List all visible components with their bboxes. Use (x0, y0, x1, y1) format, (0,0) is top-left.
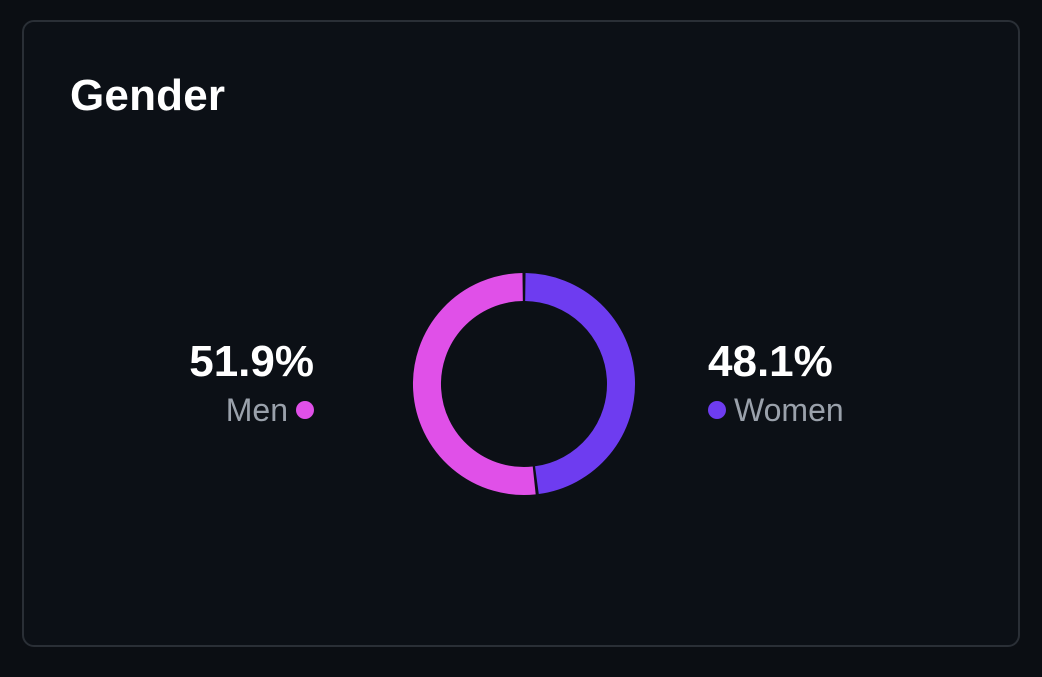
legend-women: 48.1% Women (708, 340, 844, 426)
men-percentage: 51.9% (189, 337, 314, 386)
men-label: Men (225, 392, 288, 428)
women-label: Women (734, 392, 844, 428)
women-percentage: 48.1% (708, 337, 833, 386)
men-label-row: Men (226, 394, 314, 426)
gender-card: Gender 51.9% Men 48.1% Women (22, 20, 1020, 647)
legend-men: 51.9% Men (189, 340, 314, 426)
women-color-dot (708, 401, 726, 419)
donut-slice-women (524, 273, 635, 495)
donut-slice-men (413, 273, 536, 495)
women-label-row: Women (708, 394, 844, 426)
card-title: Gender (70, 71, 226, 120)
men-color-dot (296, 401, 314, 419)
gender-donut-chart (413, 273, 635, 495)
